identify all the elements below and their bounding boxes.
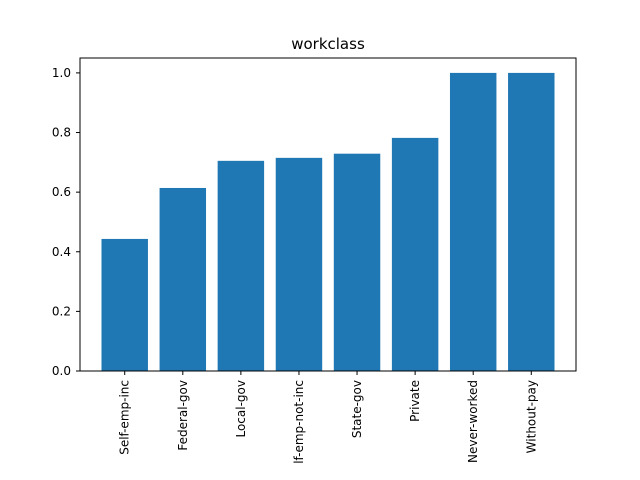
x-tick-label-4: State-gov bbox=[350, 380, 364, 438]
bar-6 bbox=[449, 72, 497, 372]
y-tick-label-3: 0.6 bbox=[52, 185, 71, 199]
y-tick-label-1: 0.2 bbox=[52, 304, 71, 318]
x-tick-label-7: Without-pay bbox=[524, 380, 538, 453]
x-tick-label-2: Local-gov bbox=[234, 380, 248, 438]
y-tick-label-4: 0.8 bbox=[52, 126, 71, 140]
x-tick-label-3: lf-emp-not-inc bbox=[292, 380, 306, 464]
x-tick-label-1: Federal-gov bbox=[176, 380, 190, 451]
y-tick-label-0: 0.0 bbox=[52, 364, 71, 378]
y-tick-label-2: 0.4 bbox=[52, 245, 71, 259]
ticks-layer: 0.0 0.2 0.4 0.6 0.8 1.0 Self-emp-inc Federal-go… bbox=[52, 66, 538, 464]
bar-4 bbox=[333, 153, 381, 371]
chart-title: workclass bbox=[291, 35, 365, 53]
x-tick-label-5: Private bbox=[408, 380, 422, 422]
bar-2 bbox=[217, 160, 265, 371]
bar-7 bbox=[508, 72, 555, 372]
x-tick-label-0: Self-emp-inc bbox=[118, 380, 132, 455]
axes-layer bbox=[79, 57, 577, 372]
bar-1 bbox=[159, 187, 207, 371]
bar-0 bbox=[101, 238, 148, 371]
bar-5 bbox=[391, 137, 439, 371]
plot-frame bbox=[79, 57, 577, 372]
x-tick-label-6: Never-worked bbox=[466, 380, 480, 463]
bars-layer bbox=[101, 72, 555, 372]
y-tick-label-5: 1.0 bbox=[52, 66, 71, 80]
bar-3 bbox=[275, 157, 323, 371]
